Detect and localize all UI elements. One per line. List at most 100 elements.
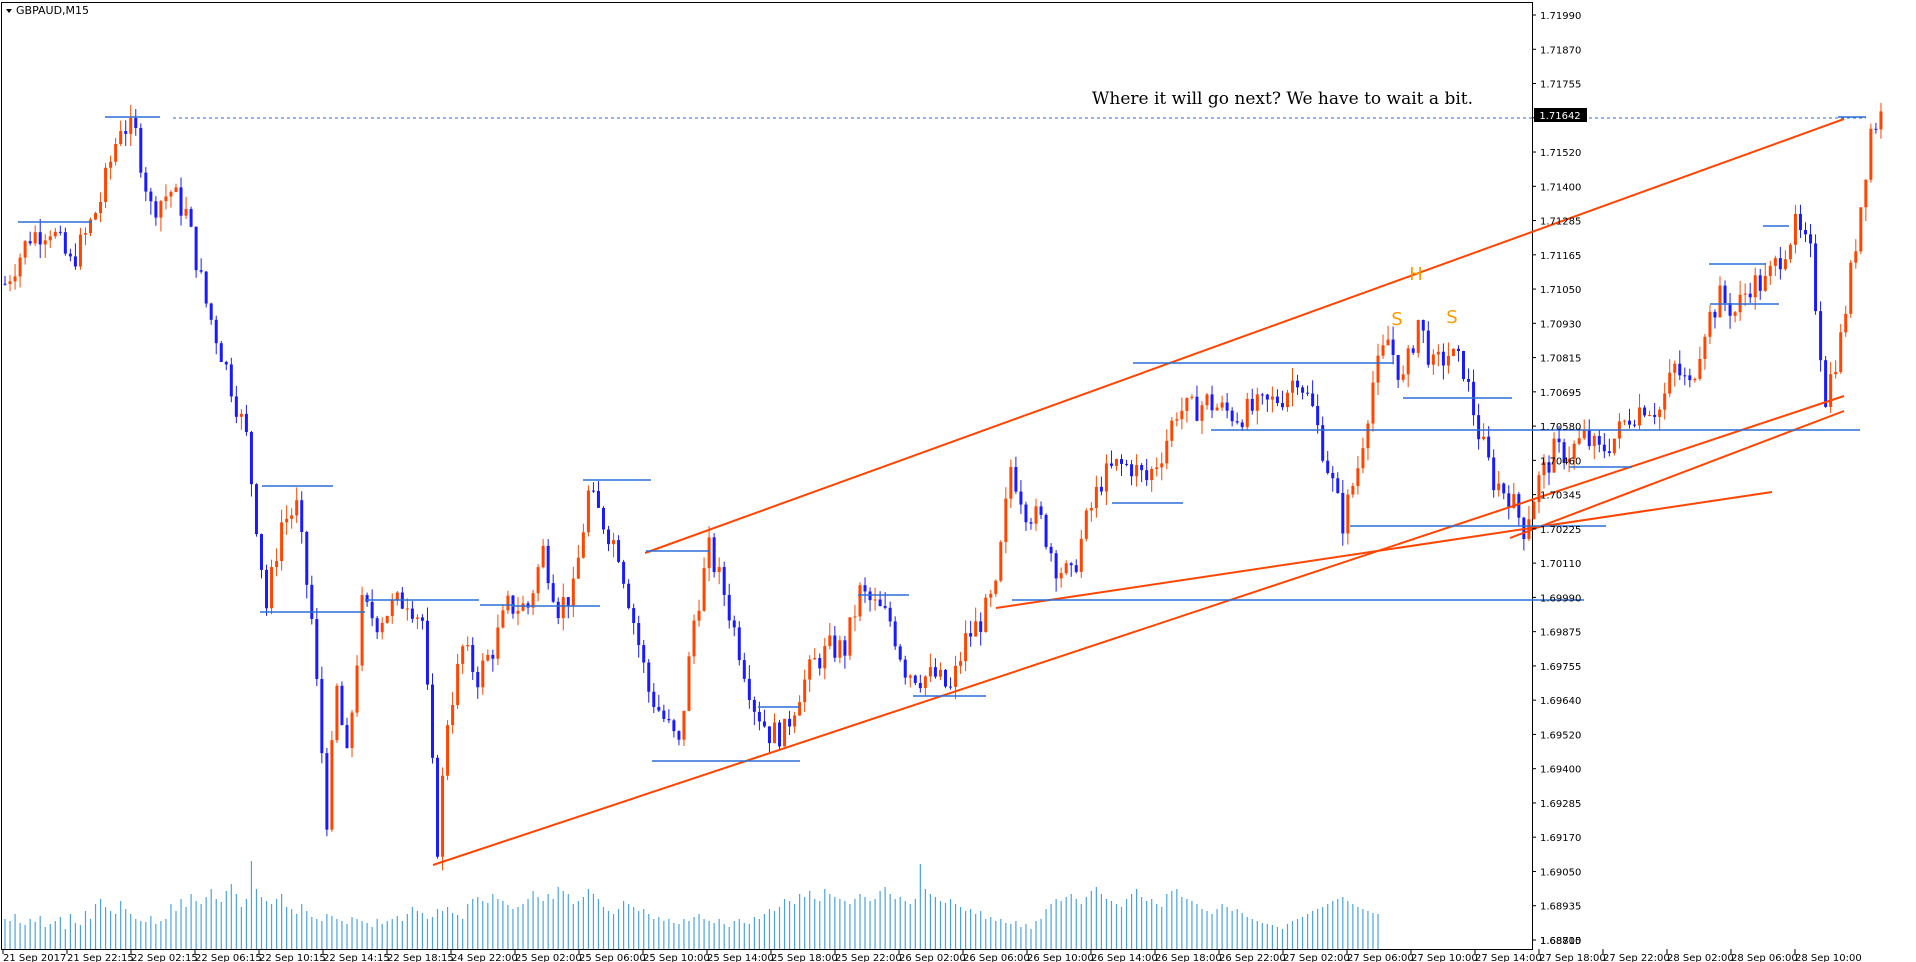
candle-body (410, 608, 414, 619)
candle-body (1758, 275, 1762, 291)
candle-body (1240, 422, 1244, 428)
candle-body (1426, 330, 1430, 365)
candle-body (1698, 358, 1702, 379)
candle-body (576, 557, 580, 579)
candle-body (858, 585, 862, 617)
candle-body (1778, 258, 1782, 270)
candle-body (491, 654, 495, 659)
candle-body (1004, 498, 1008, 542)
candle-body (657, 706, 661, 711)
x-tick-label: 21 Sep 22:15 (67, 953, 134, 962)
candle-body (1079, 538, 1083, 572)
candle-body (808, 659, 812, 680)
candle-body (1411, 348, 1415, 353)
candle-body (1296, 380, 1300, 388)
candle-body (732, 620, 736, 628)
candle-body (1049, 546, 1053, 554)
candle-body (1301, 387, 1305, 393)
candle-body (1809, 234, 1813, 244)
candle-body (923, 676, 927, 689)
candle-body (546, 545, 550, 584)
candle-body (793, 715, 797, 727)
candle-body (778, 722, 782, 747)
candle-body (1210, 394, 1214, 411)
candle-body (456, 663, 460, 705)
candle-body (355, 665, 359, 713)
candle-body (280, 522, 284, 562)
candle-body (692, 620, 696, 657)
candle-body (1733, 312, 1737, 316)
candle-body (531, 593, 535, 608)
candle-body (601, 507, 605, 530)
chart-annotation: Where it will go next? We have to wait a… (1092, 89, 1473, 109)
candle-body (8, 281, 12, 284)
candle-body (380, 622, 384, 633)
y-tick-label: 1.70815 (1540, 354, 1581, 365)
candle-body (28, 241, 32, 244)
candle-body (1009, 466, 1013, 499)
x-tick-label: 27 Sep 02:00 (1283, 953, 1350, 962)
candle-body (1668, 372, 1672, 394)
candle-body (300, 500, 304, 532)
x-tick-label: 24 Sep 22:00 (451, 953, 518, 962)
candle-body (441, 775, 445, 857)
candle-body (762, 721, 766, 727)
candle-body (1497, 483, 1501, 491)
candle-body (1130, 464, 1134, 477)
candle-body (541, 545, 545, 568)
candle-body (833, 635, 837, 658)
candle-body (501, 610, 505, 628)
trendline (644, 118, 1845, 554)
candle-body (496, 627, 500, 659)
candle-body (949, 686, 953, 688)
candle-body (1436, 351, 1440, 355)
candle-body (1633, 424, 1637, 426)
candle-body (99, 201, 103, 214)
current-price-label: 1.71642 (1539, 111, 1580, 122)
chart-menu-triangle-icon[interactable] (6, 9, 12, 13)
candle-body (1175, 419, 1179, 421)
candle-body (139, 127, 143, 173)
candle-body (1311, 393, 1315, 407)
candle-body (1482, 436, 1486, 440)
volume-bars (4, 861, 1379, 949)
y-tick-label: 1.71870 (1540, 45, 1581, 56)
candle-body (1416, 319, 1420, 353)
trendline (432, 395, 1845, 866)
candle-body (1109, 463, 1113, 466)
candle-body (848, 617, 852, 656)
y-tick-label: 1.68700 (1540, 936, 1581, 947)
candle-body (285, 518, 289, 523)
candle-body (1089, 508, 1093, 511)
candle-body (1391, 339, 1395, 356)
candle-body (1462, 350, 1466, 380)
x-tick-label: 22 Sep 10:15 (259, 953, 326, 962)
candle-body (682, 710, 686, 740)
candle-body (104, 167, 108, 202)
candle-body (1829, 374, 1833, 407)
candle-body (43, 240, 47, 245)
candle-body (984, 597, 988, 632)
candle-body (1467, 379, 1471, 382)
candle-body (752, 699, 756, 712)
candle-body (446, 725, 450, 776)
candle-body (1321, 425, 1325, 461)
candle-body (350, 712, 354, 749)
candle-body (1165, 440, 1169, 464)
candle-body (1044, 514, 1048, 547)
x-tick-label: 26 Sep 14:00 (1091, 953, 1158, 962)
candle-body (1185, 397, 1189, 411)
candle-body (1024, 504, 1028, 523)
candle-body (1547, 462, 1551, 473)
candle-body (974, 621, 978, 637)
candle-body (1859, 207, 1863, 252)
candle-body (219, 343, 223, 362)
candle-body (1477, 415, 1481, 440)
candle-body (1291, 380, 1295, 393)
candle-body (938, 669, 942, 677)
candle-body (1145, 470, 1149, 481)
candle-body (73, 256, 77, 267)
x-tick-label: 26 Sep 18:00 (1155, 953, 1222, 962)
